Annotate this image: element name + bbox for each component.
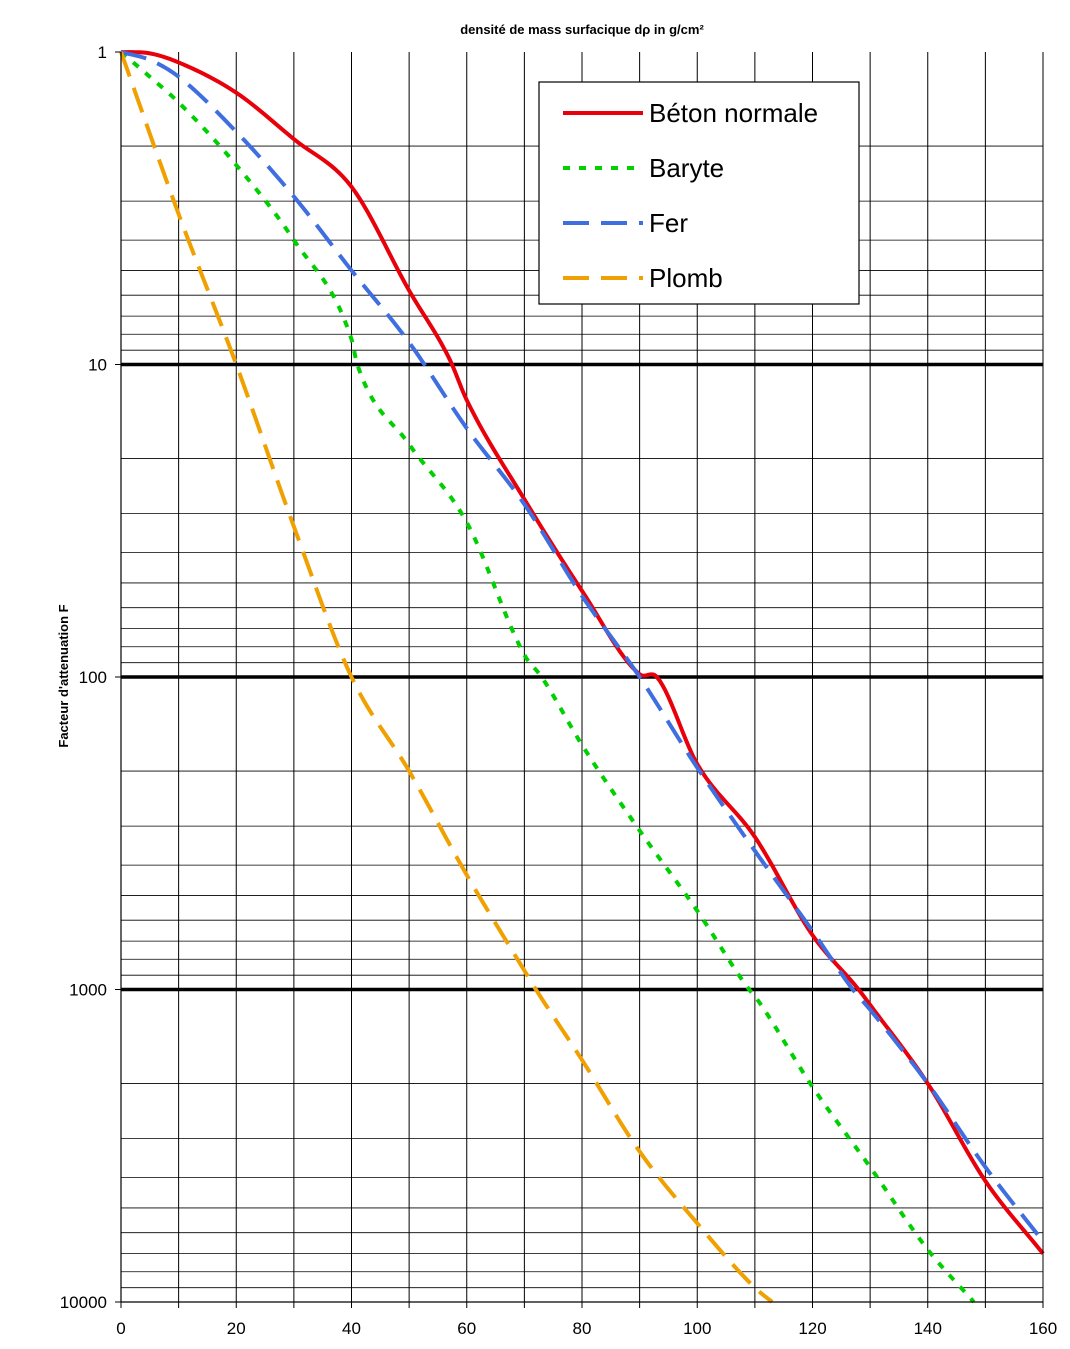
series-line-beton-normale (120, 50, 1045, 1255)
series-line-fer (120, 50, 1045, 1243)
y-tick-label: 1 (98, 43, 107, 62)
series-line-baryte (119, 50, 976, 1304)
x-tick-label: 20 (227, 1319, 246, 1338)
x-tick-label: 100 (683, 1319, 711, 1338)
axis-layer: 0 20 40 60 80 100 120 140 160 1 10 100 1000 10000 (60, 43, 1057, 1338)
series-layer (119, 50, 1045, 1304)
x-tick-label: 120 (798, 1319, 826, 1338)
y-tick-label: 10 (88, 356, 107, 375)
legend-label-fer: Fer (649, 208, 688, 238)
x-tick-label: 0 (116, 1319, 125, 1338)
y-tick-label: 1000 (69, 981, 107, 1000)
y-tick-label: 10000 (60, 1293, 107, 1312)
y-tick-label: 100 (79, 668, 107, 687)
x-tick-label: 80 (573, 1319, 592, 1338)
series-line-plomb (119, 51, 774, 1304)
legend-box (538, 81, 860, 305)
x-tick-label: 40 (342, 1319, 361, 1338)
legend-label-baryte: Baryte (649, 153, 724, 183)
legend-label-beton-normale: Béton normale (649, 98, 818, 128)
x-tick-label: 160 (1029, 1319, 1057, 1338)
x-tick-label: 60 (457, 1319, 476, 1338)
chart-title: densité de mass surfacique dρ in g/cm² (460, 22, 704, 37)
x-tick-label: 140 (914, 1319, 942, 1338)
y-axis-label: Facteur d'attenuation F (56, 604, 71, 747)
legend-label-plomb: Plomb (649, 263, 723, 293)
legend: Béton normale Baryte Fer Plomb (538, 81, 860, 305)
